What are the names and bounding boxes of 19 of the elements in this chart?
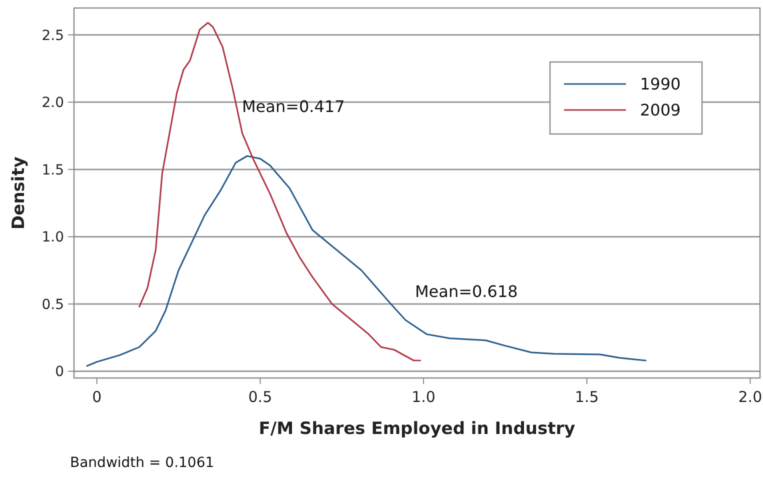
x-tick-label: 1.0 — [412, 388, 436, 406]
y-tick-label: 1.5 — [42, 162, 64, 178]
line-series — [86, 155, 646, 367]
text: Bandwidth = 0.1061 — [70, 455, 214, 471]
x-axis-title: F/M Shares Employed in Industry — [258, 419, 576, 439]
y-tick-label: 1.0 — [42, 230, 64, 246]
x-tick-label: 1.5 — [574, 388, 599, 406]
y-tick-label: 2.5 — [42, 28, 64, 44]
annotation: Mean=0.618 — [415, 282, 518, 301]
y-tick-label: 0.5 — [42, 296, 64, 313]
x-tick-label: 0 — [92, 388, 102, 406]
annotation: Mean=0.417 — [242, 97, 345, 116]
x-tick-label: 2.0 — [738, 388, 762, 406]
x-tick-label: 0.5 — [248, 388, 272, 406]
y-tick-label: 2.0 — [42, 95, 64, 112]
y-tick-label: 0 — [55, 364, 64, 380]
y-axis-title: Density — [9, 156, 29, 230]
legend-label: 2009 — [640, 100, 681, 120]
legend-label: 1990 — [640, 74, 681, 94]
